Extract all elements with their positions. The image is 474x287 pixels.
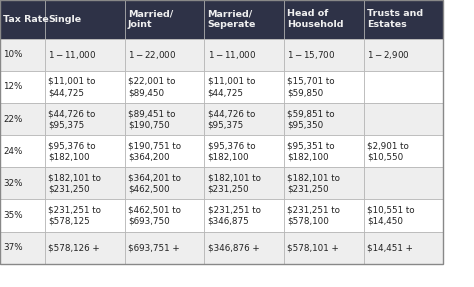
Text: $346,876 +: $346,876 + — [208, 243, 259, 252]
Text: $1 - $15,700: $1 - $15,700 — [287, 49, 336, 61]
Bar — [284, 135, 364, 167]
Text: 37%: 37% — [3, 243, 23, 252]
Text: $11,001 to
$44,725: $11,001 to $44,725 — [48, 77, 96, 97]
Text: $190,751 to
$364,200: $190,751 to $364,200 — [128, 141, 181, 161]
Text: Trusts and
Estates: Trusts and Estates — [367, 9, 423, 30]
Bar — [125, 39, 204, 71]
Text: Tax Rate: Tax Rate — [3, 15, 49, 24]
Bar — [45, 199, 125, 232]
Text: $364,201 to
$462,500: $364,201 to $462,500 — [128, 173, 181, 193]
Bar — [45, 135, 125, 167]
Bar — [284, 39, 364, 71]
Bar — [284, 71, 364, 103]
Bar — [125, 167, 204, 199]
Bar — [204, 103, 284, 135]
Text: $1 - $11,000: $1 - $11,000 — [208, 49, 256, 61]
Text: $89,451 to
$190,750: $89,451 to $190,750 — [128, 109, 175, 129]
Bar — [364, 135, 443, 167]
Bar — [284, 0, 364, 39]
Text: $182,101 to
$231,250: $182,101 to $231,250 — [208, 173, 261, 193]
Text: 35%: 35% — [3, 211, 23, 220]
Bar — [45, 103, 125, 135]
Text: $2,901 to
$10,550: $2,901 to $10,550 — [367, 141, 409, 161]
Text: $182,101 to
$231,250: $182,101 to $231,250 — [287, 173, 340, 193]
Text: Married/
Joint: Married/ Joint — [128, 9, 173, 30]
Text: $95,376 to
$182,100: $95,376 to $182,100 — [48, 141, 96, 161]
Text: $231,251 to
$578,125: $231,251 to $578,125 — [48, 205, 101, 226]
Text: $231,251 to
$346,875: $231,251 to $346,875 — [208, 205, 261, 226]
Bar — [0, 199, 45, 232]
Bar — [204, 199, 284, 232]
Bar — [125, 135, 204, 167]
Text: $231,251 to
$578,100: $231,251 to $578,100 — [287, 205, 340, 226]
Text: $59,851 to
$95,350: $59,851 to $95,350 — [287, 109, 335, 129]
Text: $693,751 +: $693,751 + — [128, 243, 180, 252]
Text: $95,376 to
$182,100: $95,376 to $182,100 — [208, 141, 255, 161]
Text: $11,001 to
$44,725: $11,001 to $44,725 — [208, 77, 255, 97]
Text: 24%: 24% — [3, 147, 23, 156]
Text: $44,726 to
$95,375: $44,726 to $95,375 — [208, 109, 255, 129]
Bar — [0, 232, 45, 264]
Text: $10,551 to
$14,450: $10,551 to $14,450 — [367, 205, 414, 226]
Bar — [284, 232, 364, 264]
Bar — [364, 199, 443, 232]
Bar — [45, 232, 125, 264]
Text: 10%: 10% — [3, 50, 23, 59]
Text: 12%: 12% — [3, 82, 23, 92]
Text: Married/
Seperate: Married/ Seperate — [208, 9, 256, 30]
Bar — [45, 71, 125, 103]
Bar — [364, 103, 443, 135]
Text: $578,101 +: $578,101 + — [287, 243, 339, 252]
Text: $22,001 to
$89,450: $22,001 to $89,450 — [128, 77, 175, 97]
Text: Head of
Household: Head of Household — [287, 9, 344, 30]
Bar — [125, 103, 204, 135]
Bar — [284, 199, 364, 232]
Bar — [284, 103, 364, 135]
Bar — [0, 167, 45, 199]
Bar — [364, 0, 443, 39]
Text: $578,126 +: $578,126 + — [48, 243, 100, 252]
Bar — [364, 232, 443, 264]
Bar — [0, 71, 45, 103]
Bar — [125, 232, 204, 264]
Text: 32%: 32% — [3, 179, 23, 188]
Bar — [364, 39, 443, 71]
Text: $1 - $11,000: $1 - $11,000 — [48, 49, 97, 61]
Text: $15,701 to
$59,850: $15,701 to $59,850 — [287, 77, 335, 97]
Bar — [125, 199, 204, 232]
Bar — [0, 0, 45, 39]
Bar — [364, 167, 443, 199]
Text: $14,451 +: $14,451 + — [367, 243, 413, 252]
Bar — [0, 135, 45, 167]
Bar — [204, 232, 284, 264]
Bar — [0, 103, 45, 135]
Bar — [45, 167, 125, 199]
Text: $95,351 to
$182,100: $95,351 to $182,100 — [287, 141, 335, 161]
Text: $44,726 to
$95,375: $44,726 to $95,375 — [48, 109, 96, 129]
Bar — [204, 135, 284, 167]
Text: $1 -$22,000: $1 -$22,000 — [128, 49, 176, 61]
Text: $462,501 to
$693,750: $462,501 to $693,750 — [128, 205, 181, 226]
Text: $182,101 to
$231,250: $182,101 to $231,250 — [48, 173, 101, 193]
Text: Single: Single — [48, 15, 82, 24]
Bar — [45, 39, 125, 71]
Bar — [364, 71, 443, 103]
Bar — [125, 0, 204, 39]
Bar — [284, 167, 364, 199]
Bar — [45, 0, 125, 39]
Bar — [125, 71, 204, 103]
Text: 22%: 22% — [3, 115, 23, 124]
Bar — [0, 39, 45, 71]
Text: $1 - $2,900: $1 - $2,900 — [367, 49, 410, 61]
Bar — [204, 71, 284, 103]
Bar — [204, 167, 284, 199]
Bar — [204, 39, 284, 71]
Bar — [204, 0, 284, 39]
